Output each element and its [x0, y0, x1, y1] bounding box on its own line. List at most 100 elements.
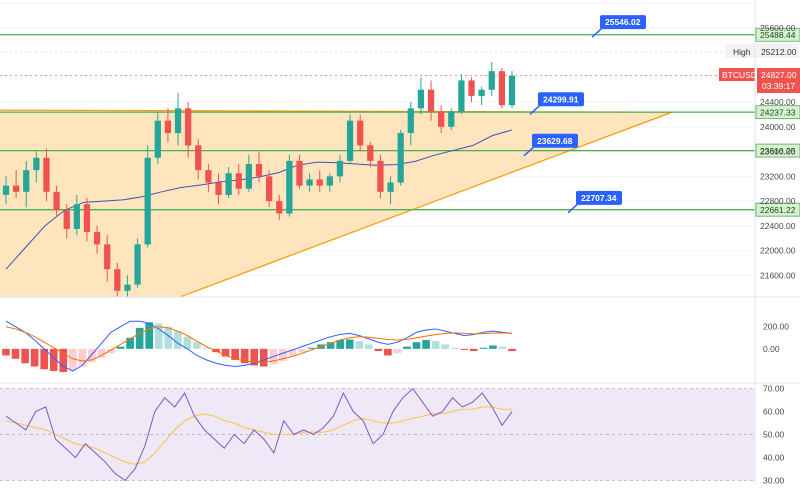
- candle-body: [144, 157, 151, 245]
- candle-body: [23, 170, 30, 192]
- candle: [225, 167, 232, 198]
- macd-bar: [498, 346, 507, 349]
- candle-body: [124, 284, 131, 291]
- macd-bar: [59, 348, 68, 373]
- candle-body: [104, 244, 111, 270]
- level-label: 25488.44: [760, 30, 796, 40]
- candle: [357, 114, 364, 152]
- price-tick-label: 23600.00: [760, 147, 796, 157]
- macd-bar: [107, 348, 115, 354]
- macd-bar: [78, 348, 87, 367]
- price-panel: 25488.44 24237.33 23616.25 22661.22 25546.0…: [0, 2, 800, 298]
- rsi-tick-label: 50.00: [763, 430, 785, 440]
- price-callout: 22707.34: [567, 190, 622, 214]
- last-price-value: 24827.00: [761, 70, 797, 80]
- rsi-axis: 70.00 60.00 50.00 40.00 30.00: [763, 384, 785, 486]
- candle-body: [286, 160, 293, 214]
- price-axis: 21600.00 22000.00 22400.00 22800.00 23200.00…: [760, 23, 796, 281]
- macd-bar: [135, 327, 144, 349]
- candle-body: [377, 160, 384, 192]
- candle-body: [205, 170, 212, 183]
- candle: [205, 163, 212, 192]
- horizontal-levels: 25488.44 24237.33 23616.25 22661.22: [0, 27, 800, 217]
- candle: [114, 262, 121, 297]
- candle-body: [276, 201, 283, 214]
- macd-tick-label: 200.00: [763, 322, 789, 332]
- macd-line: [5, 320, 513, 372]
- macd-bar: [374, 348, 383, 352]
- macd-bar: [221, 348, 230, 357]
- candle-body: [448, 111, 455, 127]
- candle: [245, 154, 253, 192]
- candle: [43, 148, 50, 202]
- macd-axis: 200.00 0.00: [763, 322, 789, 354]
- level-badge: [755, 27, 800, 42]
- candle-body: [63, 210, 70, 229]
- macd-bar: [193, 342, 201, 349]
- candle-body: [33, 157, 40, 171]
- candle-body: [185, 108, 192, 146]
- macd-bar: [364, 344, 373, 349]
- candle-body: [427, 89, 435, 112]
- candle: [387, 176, 394, 205]
- macd-bar: [336, 340, 344, 349]
- candle: [458, 74, 465, 115]
- candle-body: [316, 179, 323, 186]
- rsi-tick-label: 30.00: [763, 475, 785, 485]
- candle: [286, 154, 293, 217]
- candle-body: [296, 160, 303, 186]
- callout-pointer: [529, 104, 541, 115]
- candle: [2, 176, 10, 205]
- candle-body: [164, 120, 172, 134]
- macd-bar: [345, 339, 354, 349]
- candle: [124, 275, 131, 297]
- level-badge: [755, 105, 800, 120]
- macd-bar: [298, 348, 306, 353]
- callout-label: 23629.68: [537, 136, 573, 146]
- price-callout: 23629.68: [523, 133, 578, 157]
- candle-body: [488, 71, 495, 90]
- candle: [316, 170, 323, 192]
- level-label: 24237.33: [760, 108, 796, 118]
- candle-body: [265, 176, 273, 202]
- macd-bar: [116, 346, 125, 349]
- macd-bar: [212, 348, 220, 353]
- candle-body: [53, 191, 60, 211]
- candle-body: [367, 145, 374, 161]
- callout-label: 24299.91: [543, 94, 579, 104]
- callout-pointer: [567, 203, 579, 214]
- macd-bar: [97, 348, 106, 358]
- candle: [195, 139, 202, 180]
- candle: [438, 105, 445, 134]
- candle: [448, 108, 455, 130]
- bar-countdown: 03:39:17: [762, 81, 795, 91]
- candle-body: [397, 133, 404, 183]
- macd-bar: [393, 348, 402, 354]
- candle-body: [407, 108, 414, 134]
- candle: [154, 111, 161, 164]
- candle: [397, 129, 404, 186]
- candle: [93, 225, 101, 254]
- macd-bar: [279, 348, 287, 361]
- candle: [63, 204, 70, 239]
- macd-bar: [40, 348, 49, 370]
- candle: [326, 173, 333, 192]
- macd-bar: [412, 342, 421, 349]
- candlesticks: [2, 61, 516, 297]
- macd-bar: [288, 348, 297, 357]
- candle: [164, 108, 172, 143]
- candle: [23, 160, 30, 208]
- price-tick-label: 25600.00: [760, 23, 796, 33]
- candle-body: [12, 185, 20, 192]
- price-tick-label: 22400.00: [760, 221, 796, 231]
- candle: [407, 102, 414, 146]
- candle: [468, 77, 475, 103]
- candle: [367, 142, 374, 168]
- high-label: High: [733, 47, 751, 57]
- candle-body: [215, 182, 222, 195]
- macd-bar: [259, 348, 268, 367]
- candle: [12, 170, 20, 198]
- macd-bar: [250, 348, 259, 366]
- candle-body: [346, 120, 354, 161]
- candle: [185, 102, 192, 158]
